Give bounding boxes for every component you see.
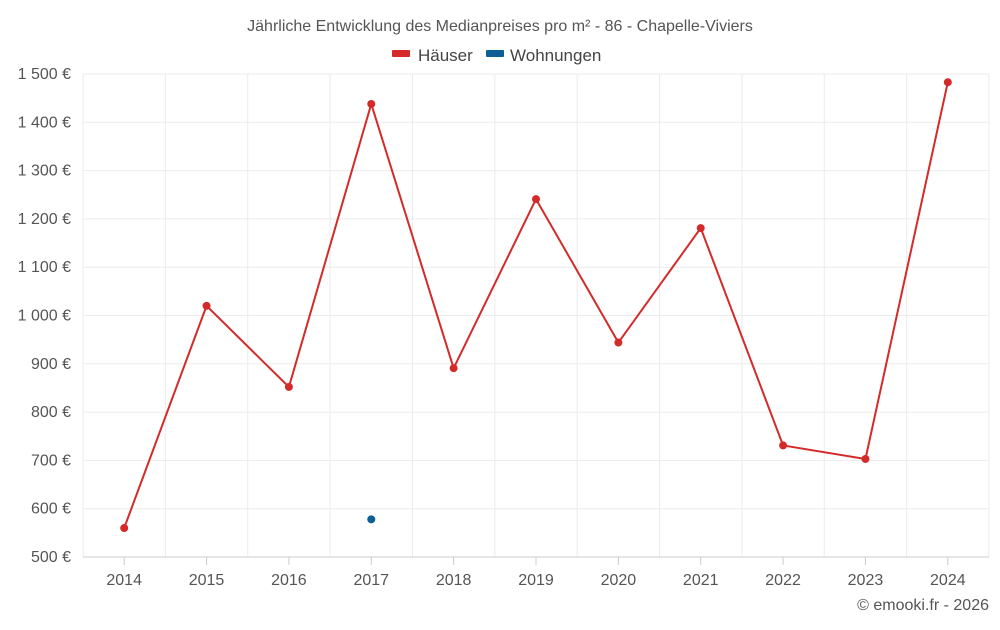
x-tick-label: 2024 [930,572,966,589]
legend-item-apartments[interactable]: Wohnungen [486,46,601,65]
legend-swatch-houses [392,50,410,57]
y-tick-label: 1 500 € [18,66,71,83]
series [120,78,952,533]
data-point-0-2022[interactable] [779,441,788,450]
x-tick-label: 2016 [271,572,307,589]
x-tick-label: 2014 [106,572,142,589]
y-tick-label: 1 100 € [18,259,71,276]
x-tick-label: 2018 [436,572,472,589]
y-tick-label: 800 € [31,404,71,421]
y-tick-label: 900 € [31,356,71,373]
x-tick-label: 2021 [683,572,719,589]
y-tick-label: 1 400 € [18,114,71,131]
y-tick-label: 1 000 € [18,308,71,325]
data-point-0-2019[interactable] [532,195,540,204]
data-point-1-2017[interactable] [367,515,376,524]
legend: Häuser Wohnungen [392,46,601,65]
data-point-0-2017[interactable] [367,99,376,108]
x-tick-label: 2017 [353,572,389,589]
x-tick-label: 2020 [601,572,637,589]
data-point-0-2023[interactable] [861,454,870,463]
legend-label-houses: Häuser [418,46,473,65]
data-point-0-2024[interactable] [943,78,952,87]
data-point-0-2015[interactable] [202,301,211,310]
grid [82,73,990,558]
credit-text: © emooki.fr - 2026 [857,597,989,614]
legend-item-houses[interactable]: Häuser [392,46,473,65]
data-point-0-2018[interactable] [449,364,458,373]
x-tick-label: 2019 [518,572,554,589]
chart-title: Jährliche Entwicklung des Medianpreises … [247,18,753,35]
data-point-0-2021[interactable] [696,224,705,233]
y-tick-label: 1 300 € [18,163,71,180]
axes: 500 € 600 € 700 € 800 € 900 € 1 000 € 1 100 € 1… [18,66,989,589]
y-tick-label: 1 200 € [18,211,71,228]
legend-swatch-apartments [486,50,504,57]
x-tick-label: 2023 [848,572,884,589]
data-point-0-2014[interactable] [120,524,129,533]
x-tick-label: 2022 [765,572,801,589]
y-tick-label: 500 € [31,549,71,566]
y-tick-label: 700 € [31,452,71,469]
y-tick-label: 600 € [31,501,71,518]
legend-label-apartments: Wohnungen [510,46,601,65]
x-tick-label: 2015 [189,572,225,589]
data-point-0-2016[interactable] [284,382,293,391]
data-point-0-2020[interactable] [614,338,623,347]
